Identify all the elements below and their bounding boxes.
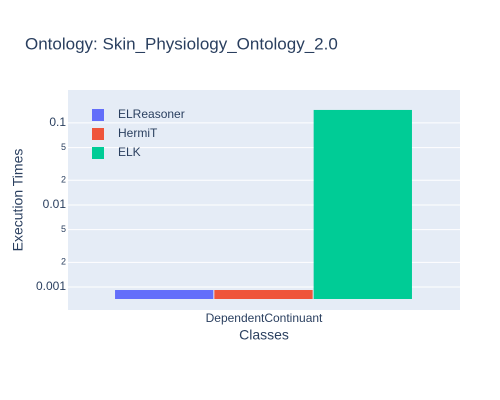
y-tick-label: 2: [61, 175, 66, 185]
y-tick-label: 5: [61, 224, 66, 234]
legend-label: ELK: [118, 145, 141, 159]
bar: [313, 109, 412, 299]
y-tick-label: 0.001: [36, 279, 66, 293]
chart-title: Ontology: Skin_Physiology_Ontology_2.0: [25, 34, 338, 53]
bar: [115, 290, 214, 299]
x-axis-label: Classes: [239, 327, 289, 343]
y-tick-label: 0.01: [43, 197, 67, 211]
y-axis-label: Execution Times: [10, 149, 26, 252]
y-tick-label: 0.1: [49, 115, 66, 129]
legend-swatch: [92, 128, 104, 140]
legend-label: ELReasoner: [118, 107, 185, 121]
legend-label: HermiT: [118, 126, 158, 140]
x-tick-label: DependentContinuant: [206, 311, 323, 325]
y-tick-label: 2: [61, 257, 66, 267]
legend-swatch: [92, 109, 104, 121]
y-tick-label: 5: [61, 142, 66, 152]
bar: [214, 290, 313, 299]
legend-swatch: [92, 147, 104, 159]
